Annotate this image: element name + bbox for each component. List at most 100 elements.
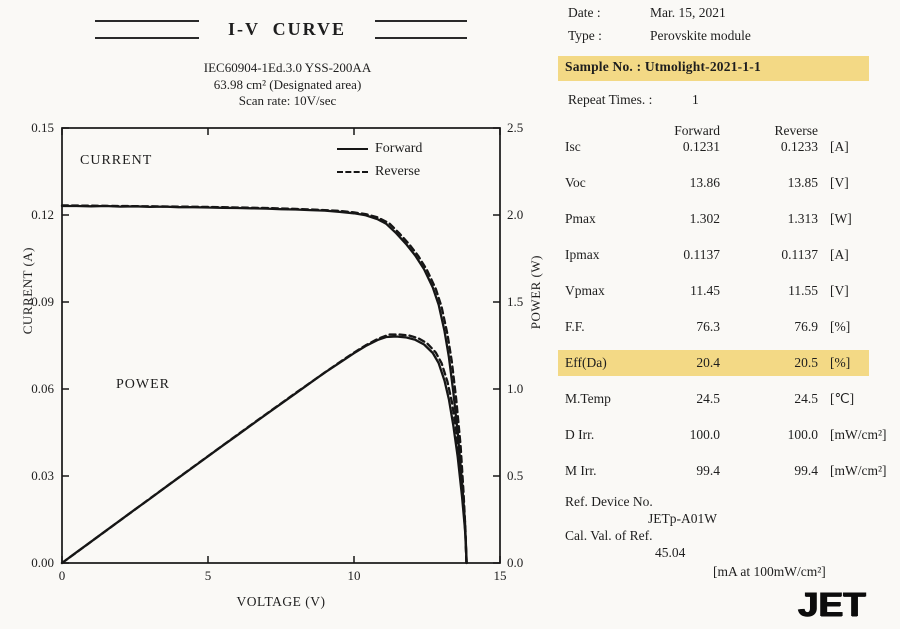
param-label: Pmax bbox=[565, 211, 596, 226]
iv-chart-svg bbox=[60, 127, 501, 565]
unit-label: [V] bbox=[830, 175, 849, 190]
forward-value: 0.1137 bbox=[683, 247, 720, 262]
cal-value: 45.04 bbox=[655, 545, 686, 560]
title-rule-left bbox=[95, 19, 199, 39]
repeat-times-value: 1 bbox=[692, 92, 699, 107]
legend-item-reverse: Reverse bbox=[337, 160, 422, 183]
dashed-line-swatch bbox=[337, 170, 368, 173]
y-tick-left: 0.06 bbox=[31, 381, 54, 396]
jet-logo: JET bbox=[798, 585, 866, 624]
column-header-forward: Forward bbox=[674, 123, 720, 138]
param-label: M.Temp bbox=[565, 391, 611, 406]
legend-label: Reverse bbox=[375, 163, 421, 179]
cal-unit: [mA at 100mW/cm²] bbox=[713, 564, 826, 579]
param-label: Vpmax bbox=[565, 283, 605, 298]
param-label: Ipmax bbox=[565, 247, 600, 262]
title-rule-right bbox=[374, 19, 467, 39]
type-value: Perovskite module bbox=[650, 28, 751, 43]
x-tick: 10 bbox=[347, 568, 361, 583]
unit-label: [mW/cm²] bbox=[830, 427, 887, 442]
forward-value: 99.4 bbox=[696, 463, 720, 478]
power-annotation: POWER bbox=[116, 377, 170, 392]
reverse-value: 20.5 bbox=[794, 355, 818, 370]
date-value: Mar. 15, 2021 bbox=[650, 5, 726, 20]
table-row-voc: Voc 13.86 13.85 [V] bbox=[555, 175, 900, 211]
chart-legend: Forward Reverse bbox=[337, 137, 422, 183]
forward-value: 24.5 bbox=[696, 391, 720, 406]
forward-value: 76.3 bbox=[696, 319, 720, 334]
iv-curve-chart: 0.15 0.12 0.09 0.06 0.03 0.00 2.5 2.0 1.… bbox=[0, 115, 560, 629]
unit-label: [%] bbox=[830, 355, 851, 370]
table-row-isc: Isc 0.1231 0.1233 [A] bbox=[555, 139, 900, 175]
repeat-times-label: Repeat Times. : bbox=[568, 92, 653, 107]
x-tick: 15 bbox=[493, 568, 507, 583]
x-tick: 0 bbox=[58, 568, 66, 583]
unit-label: [mW/cm²] bbox=[830, 463, 887, 478]
table-row-vpmax: Vpmax 11.45 11.55 [V] bbox=[555, 283, 900, 319]
sample-number-row: Sample No. : Utmolight-2021-1-1 bbox=[558, 56, 869, 81]
y-tick-left: 0.03 bbox=[31, 468, 54, 483]
scan-rate-line: Scan rate: 10V/sec bbox=[238, 93, 337, 108]
table-row-mirr: M Irr. 99.4 99.4 [mW/cm²] bbox=[555, 463, 900, 499]
y-tick-right: 1.0 bbox=[507, 381, 524, 396]
reverse-value: 13.85 bbox=[787, 175, 818, 190]
table-row-ipmax: Ipmax 0.1137 0.1137 [A] bbox=[555, 247, 900, 283]
table-row-pmax: Pmax 1.302 1.313 [W] bbox=[555, 211, 900, 247]
legend-item-forward: Forward bbox=[337, 137, 422, 160]
reverse-value: 76.9 bbox=[794, 319, 818, 334]
column-header-reverse: Reverse bbox=[774, 123, 818, 138]
y-tick-left: 0.09 bbox=[31, 294, 54, 309]
param-label: Isc bbox=[565, 139, 581, 154]
reverse-value: 0.1137 bbox=[781, 247, 818, 262]
legend-label: Forward bbox=[375, 140, 423, 156]
reverse-value: 100.0 bbox=[787, 427, 818, 442]
x-axis-title: VOLTAGE (V) bbox=[236, 594, 326, 609]
y-tick-right: 2.5 bbox=[507, 120, 524, 135]
unit-label: [%] bbox=[830, 319, 851, 334]
y-tick-left: 0.15 bbox=[31, 120, 54, 135]
forward-value: 20.4 bbox=[696, 355, 720, 370]
table-row-dirr: D Irr. 100.0 100.0 [mW/cm²] bbox=[555, 427, 900, 463]
forward-value: 1.302 bbox=[689, 211, 720, 226]
forward-value: 0.1231 bbox=[682, 139, 720, 154]
page-title: I-V CURVE bbox=[227, 18, 347, 39]
y-tick-right: 0.0 bbox=[507, 555, 524, 570]
forward-value: 11.45 bbox=[690, 283, 720, 298]
unit-label: [W] bbox=[830, 211, 852, 226]
solid-line-swatch bbox=[337, 147, 368, 150]
x-tick: 5 bbox=[204, 568, 212, 583]
table-row-ff: F.F. 76.3 76.9 [%] bbox=[555, 319, 900, 355]
unit-label: [A] bbox=[830, 247, 849, 262]
param-label: D Irr. bbox=[565, 427, 595, 442]
param-label: Eff(Da) bbox=[565, 355, 607, 370]
test-conditions: IEC60904-1Ed.3.0 YSS-200AA 63.98 cm² (De… bbox=[110, 60, 465, 110]
forward-value: 13.86 bbox=[689, 175, 720, 190]
reverse-value: 11.55 bbox=[788, 283, 818, 298]
reverse-value: 1.313 bbox=[787, 211, 818, 226]
area-line: 63.98 cm² (Designated area) bbox=[213, 76, 362, 92]
current-annotation: CURRENT bbox=[80, 153, 153, 168]
y-axis-title-power: POWER (W) bbox=[528, 255, 543, 330]
date-label: Date : bbox=[568, 5, 601, 20]
param-label: M Irr. bbox=[565, 463, 597, 478]
reverse-value: 24.5 bbox=[794, 391, 818, 406]
table-row-mtemp: M.Temp 24.5 24.5 [℃] bbox=[555, 391, 900, 427]
unit-label: [V] bbox=[830, 283, 849, 298]
forward-value: 100.0 bbox=[689, 427, 720, 442]
sample-number: Sample No. : Utmolight-2021-1-1 bbox=[565, 59, 761, 74]
report-title-band: I-V CURVE bbox=[95, 14, 467, 44]
ref-device-label: Ref. Device No. bbox=[565, 494, 653, 509]
y-tick-right: 0.5 bbox=[507, 468, 524, 483]
unit-label: [℃] bbox=[830, 391, 855, 406]
y-axis-title-current: CURRENT (A) bbox=[20, 247, 35, 335]
cal-value-label: Cal. Val. of Ref. bbox=[565, 528, 653, 543]
type-label: Type : bbox=[568, 28, 602, 43]
unit-label: [A] bbox=[830, 139, 849, 154]
y-tick-left: 0.00 bbox=[31, 555, 54, 570]
table-row-efficiency: Eff(Da) 20.4 20.5 [%] bbox=[555, 350, 900, 391]
y-tick-left: 0.12 bbox=[31, 207, 54, 222]
y-tick-right: 2.0 bbox=[507, 207, 524, 222]
y-tick-right: 1.5 bbox=[507, 294, 524, 309]
standard-line: IEC60904-1Ed.3.0 YSS-200AA bbox=[203, 60, 372, 75]
